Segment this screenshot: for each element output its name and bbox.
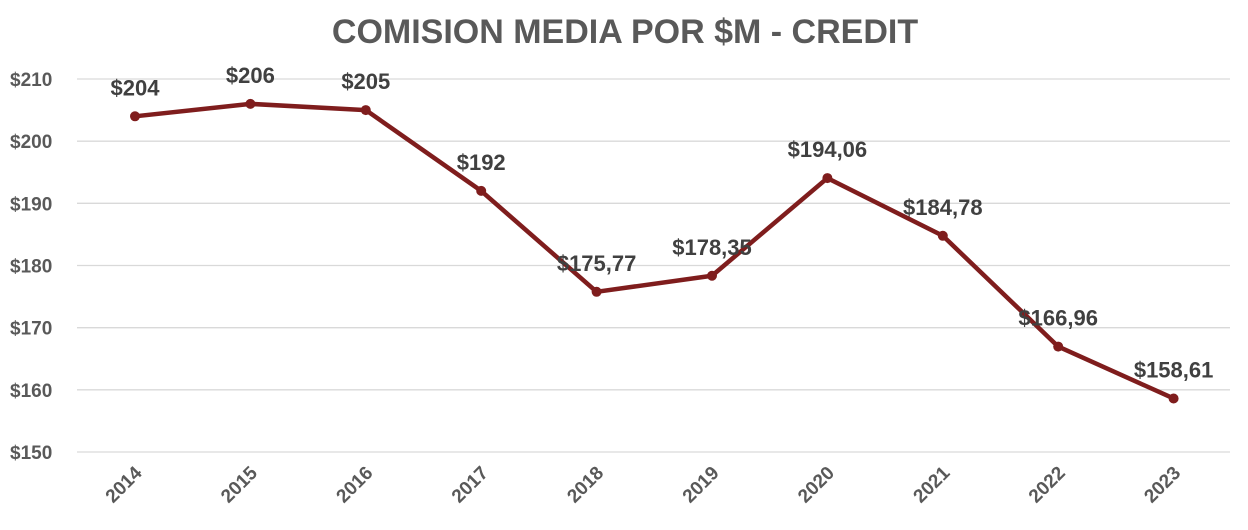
x-tick-label: 2020	[794, 463, 839, 508]
data-label-2016: $205	[341, 69, 390, 94]
data-labels: $204 $206 $205 $192 $175,77 $178,35 $194,06 $18…	[111, 63, 1214, 383]
data-point-2015	[245, 98, 256, 109]
data-point-2023	[1168, 393, 1179, 404]
data-points	[130, 98, 1179, 404]
x-tick-label: 2018	[563, 463, 608, 508]
y-tick-label: $160	[10, 381, 52, 402]
data-point-2020	[822, 173, 833, 184]
data-point-2014	[130, 111, 140, 122]
y-tick-label: $170	[10, 319, 52, 340]
x-axis: 2014 2015 2016 2017 2018 2019 2020 2021 2022 2023	[102, 462, 1185, 507]
y-axis: $150 $160 $170 $180 $190 $200 $210	[10, 70, 52, 464]
data-label-2022: $166,96	[1018, 306, 1098, 331]
data-label-2018: $175,77	[557, 251, 637, 276]
y-tick-label: $210	[10, 70, 52, 91]
y-tick-label: $190	[10, 194, 52, 215]
x-tick-label: 2017	[448, 463, 493, 508]
data-point-2018	[591, 286, 602, 297]
data-label-2014: $204	[111, 75, 161, 100]
gridlines	[77, 78, 1230, 453]
data-point-2016	[360, 105, 371, 116]
data-label-2023: $158,61	[1134, 357, 1214, 382]
series-line-group	[132, 101, 1176, 401]
y-tick-label: $200	[10, 132, 52, 153]
x-tick-label: 2019	[679, 463, 724, 508]
x-tick-label: 2021	[910, 462, 955, 507]
chart-title: COMISION MEDIA POR $M - CREDIT	[332, 13, 918, 51]
x-tick-label: 2022	[1025, 463, 1070, 508]
series-line	[132, 101, 1176, 401]
data-point-2019	[707, 270, 717, 281]
data-point-2022	[1053, 341, 1064, 352]
data-label-2019: $178,35	[672, 235, 752, 260]
data-label-2021: $184,78	[903, 195, 983, 220]
x-tick-label: 2016	[333, 463, 378, 508]
data-point-2017	[476, 185, 487, 196]
data-label-2020: $194,06	[788, 137, 868, 162]
x-tick-label: 2023	[1140, 463, 1185, 508]
x-tick-label: 2015	[217, 462, 262, 507]
data-point-2021	[937, 230, 948, 241]
y-tick-label: $180	[10, 257, 52, 278]
data-label-2017: $192	[457, 150, 506, 175]
y-tick-label: $150	[10, 443, 52, 464]
data-label-2015: $206	[226, 63, 275, 88]
x-tick-label: 2014	[102, 462, 147, 507]
